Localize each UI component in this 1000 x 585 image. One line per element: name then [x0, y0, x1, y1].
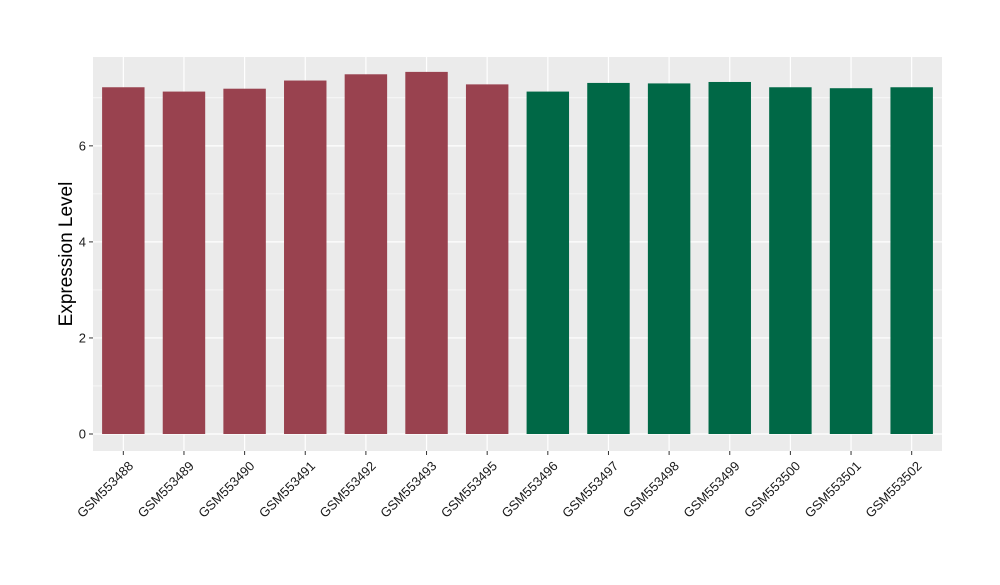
bar-gsm553490 [223, 88, 266, 435]
x-tick-label: GSM553491 [256, 458, 318, 520]
x-tick-label: GSM553501 [802, 458, 864, 520]
x-tick-label: GSM553502 [862, 458, 924, 520]
x-tick-label: GSM553493 [377, 458, 439, 520]
y-tick-label: 4 [79, 234, 86, 249]
bar-gsm553491 [284, 80, 327, 435]
bar-gsm553502 [890, 87, 933, 435]
x-tick-label: GSM553495 [438, 458, 500, 520]
y-axis: 0 2 4 6 [79, 138, 93, 442]
y-axis-title: Expression Level [56, 182, 77, 327]
x-tick-label: GSM553496 [499, 458, 561, 520]
bars [102, 71, 933, 435]
y-tick-label: 0 [79, 427, 86, 442]
y-tick-label: 6 [79, 138, 86, 153]
x-tick-label: GSM553492 [317, 458, 379, 520]
bar-gsm553495 [465, 84, 509, 435]
bar-gsm553499 [708, 81, 751, 434]
x-tick-label: GSM553499 [680, 458, 742, 520]
x-tick-label: GSM553497 [559, 458, 621, 520]
bar-gsm553498 [647, 83, 691, 435]
x-tick-label: GSM553500 [741, 458, 803, 520]
y-tick-label: 2 [79, 330, 86, 345]
x-axis: GSM553488GSM553489GSM553490GSM553491GSM5… [74, 451, 925, 521]
bar-gsm553496 [526, 91, 570, 435]
bar-gsm553497 [587, 82, 630, 434]
x-tick-label: GSM553490 [195, 458, 257, 520]
x-tick-label: GSM553498 [620, 458, 682, 520]
bar-gsm553489 [162, 91, 206, 435]
x-tick-label: GSM553488 [74, 458, 136, 520]
plot-panel [93, 57, 942, 451]
bar-gsm553493 [405, 71, 448, 434]
x-tick-label: GSM553489 [135, 458, 197, 520]
bar-gsm553492 [344, 74, 388, 434]
bar-gsm553500 [769, 87, 812, 435]
bar-gsm553488 [102, 87, 145, 435]
bar-gsm553501 [829, 88, 873, 435]
